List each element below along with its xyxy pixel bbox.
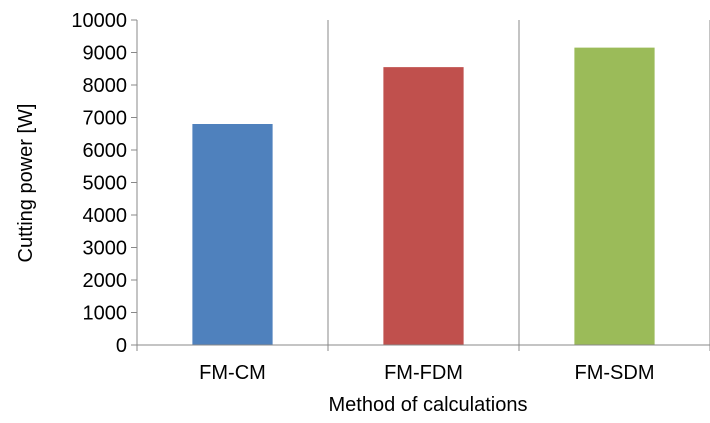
bar-fm-cm — [192, 124, 273, 345]
x-tick-label: FM-SDM — [575, 362, 655, 384]
x-tick-label: FM-CM — [199, 362, 266, 384]
bar-fm-fdm — [383, 67, 464, 345]
y-tick-label: 4000 — [83, 205, 128, 227]
x-tick-label: FM-FDM — [384, 362, 463, 384]
x-axis-title: Method of calculations — [328, 394, 527, 416]
y-tick-label: 0 — [116, 335, 127, 357]
y-tick-label: 3000 — [83, 238, 128, 260]
y-tick-label: 7000 — [83, 108, 128, 130]
y-tick-label: 6000 — [83, 140, 128, 162]
y-tick-label: 2000 — [83, 270, 128, 292]
y-tick-label: 1000 — [83, 303, 128, 325]
bar-fm-sdm — [574, 47, 655, 345]
grid-layer — [327, 20, 710, 345]
y-axis-title: Cutting power [W] — [15, 104, 37, 263]
y-tick-label: 5000 — [83, 173, 128, 195]
axes-layer — [131, 19, 710, 351]
y-tick-label: 10000 — [71, 10, 127, 32]
y-tick-label: 8000 — [83, 75, 128, 97]
labels-layer: 0 1000 2000 3000 4000 5000 6000 7000 8000 9000 100… — [71, 10, 654, 384]
y-tick-label: 9000 — [83, 43, 128, 65]
bars-layer — [192, 47, 655, 345]
